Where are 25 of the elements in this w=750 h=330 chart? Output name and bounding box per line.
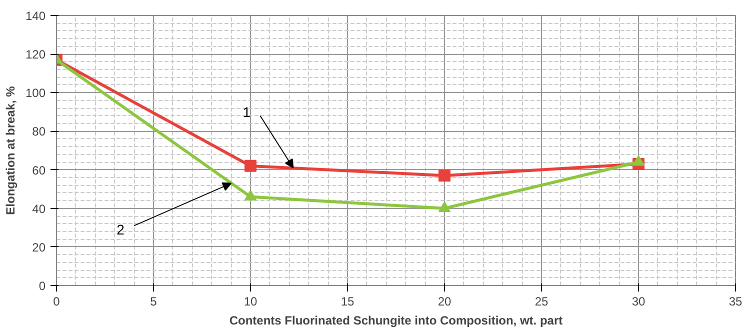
y-tick-label: 20 — [32, 240, 46, 254]
annotation: 2 — [116, 222, 125, 238]
y-tick-label: 140 — [25, 9, 46, 23]
annotation: 1 — [242, 104, 251, 120]
x-tick-label: 20 — [438, 294, 452, 308]
y-tick-label: 40 — [32, 202, 46, 216]
x-tick-label: 5 — [150, 294, 158, 308]
y-tick-label: 0 — [38, 279, 46, 293]
y-tick-label: 100 — [25, 86, 46, 100]
x-tick-label: 25 — [534, 294, 548, 308]
y-tick-label: 80 — [32, 124, 46, 139]
y-tick-label: 120 — [25, 48, 46, 62]
point — [244, 160, 256, 172]
y-tick-label: 60 — [32, 163, 46, 178]
x-tick-label: 35 — [728, 294, 742, 308]
x-tick-label: 10 — [244, 294, 258, 308]
x-tick-label: 30 — [632, 294, 646, 308]
point — [244, 190, 256, 200]
x-tick-label: 15 — [340, 294, 354, 308]
x-tick-label: 0 — [53, 294, 60, 308]
point — [438, 202, 450, 212]
point — [632, 155, 644, 166]
point — [438, 170, 450, 182]
y-axis-title: Elongation at break, % — [3, 86, 18, 215]
x-axis-title: Contents Fluorinated Schungite into Composition, wt. part — [229, 314, 563, 328]
